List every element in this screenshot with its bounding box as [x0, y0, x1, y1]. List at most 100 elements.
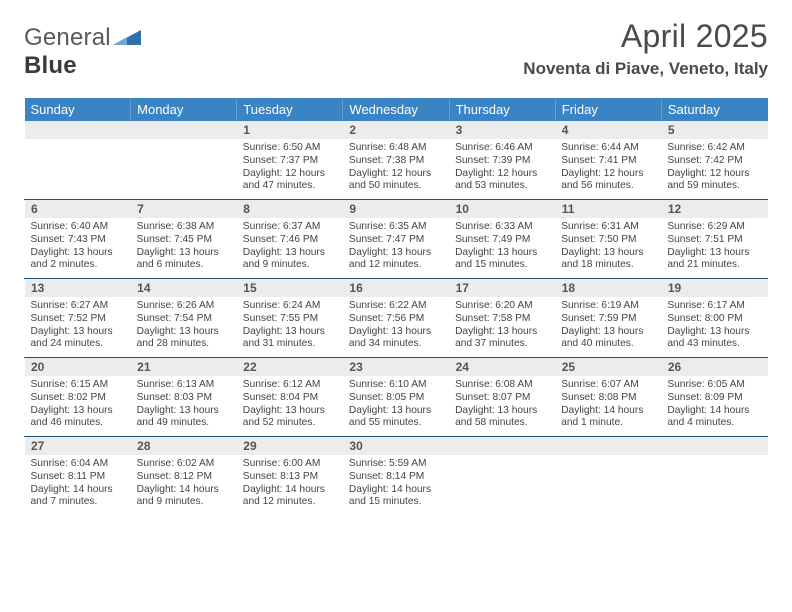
- cell-day2: and 49 minutes.: [137, 417, 231, 430]
- cell-day1: Daylight: 13 hours: [349, 326, 443, 339]
- cell-sunrise: Sunrise: 6:13 AM: [137, 379, 231, 392]
- cell-sunrise: Sunrise: 6:29 AM: [667, 221, 761, 234]
- cell-sunset: Sunset: 8:14 PM: [349, 471, 443, 484]
- cell-sunrise: Sunrise: 6:26 AM: [137, 300, 231, 313]
- cell-day1: Daylight: 14 hours: [137, 484, 231, 497]
- calendar-page: General Blue April 2025 Noventa di Piave…: [0, 0, 792, 612]
- day-number-cell: [25, 121, 131, 139]
- day-detail-row: Sunrise: 6:04 AMSunset: 8:11 PM Daylight:…: [25, 455, 768, 515]
- cell-day2: and 12 minutes.: [243, 496, 337, 509]
- cell-day2: and 31 minutes.: [243, 338, 337, 351]
- cell-sunset: Sunset: 7:51 PM: [667, 234, 761, 247]
- title-block: April 2025 Noventa di Piave, Veneto, Ita…: [523, 18, 768, 79]
- cell-sunset: Sunset: 7:54 PM: [137, 313, 231, 326]
- day-detail-cell: Sunrise: 6:26 AMSunset: 7:54 PMDaylight:…: [131, 297, 237, 358]
- cell-sunrise: Sunrise: 6:07 AM: [561, 379, 655, 392]
- cell-day2: and 58 minutes.: [455, 417, 549, 430]
- cell-sunrise: Sunrise: 6:19 AM: [561, 300, 655, 313]
- day-detail-cell: Sunrise: 6:00 AMSunset: 8:13 PMDaylight:…: [237, 455, 343, 515]
- cell-day1: Daylight: 13 hours: [137, 247, 231, 260]
- day-detail-cell: Sunrise: 6:50 AMSunset: 7:37 PMDaylight:…: [237, 139, 343, 200]
- day-detail-cell: Sunrise: 6:19 AMSunset: 7:59 PMDaylight:…: [555, 297, 661, 358]
- cell-sunset: Sunset: 7:39 PM: [455, 155, 549, 168]
- day-number-cell: 5: [661, 121, 767, 139]
- cell-sunset: Sunset: 8:08 PM: [561, 392, 655, 405]
- cell-day1: Daylight: 13 hours: [243, 326, 337, 339]
- weekday-thu: Thursday: [449, 98, 555, 121]
- day-number-cell: 30: [343, 437, 449, 456]
- calendar-head: Sunday Monday Tuesday Wednesday Thursday…: [25, 98, 768, 121]
- cell-sunset: Sunset: 7:43 PM: [31, 234, 125, 247]
- day-detail-cell: Sunrise: 6:17 AMSunset: 8:00 PMDaylight:…: [661, 297, 767, 358]
- weekday-wed: Wednesday: [343, 98, 449, 121]
- day-number-row: 6789101112: [25, 200, 768, 219]
- day-number-cell: 17: [449, 279, 555, 298]
- logo-triangle-icon: [113, 27, 141, 45]
- cell-sunrise: Sunrise: 6:08 AM: [455, 379, 549, 392]
- day-detail-cell: Sunrise: 6:13 AMSunset: 8:03 PMDaylight:…: [131, 376, 237, 437]
- cell-sunrise: Sunrise: 6:02 AM: [137, 458, 231, 471]
- page-subtitle: Noventa di Piave, Veneto, Italy: [523, 59, 768, 79]
- cell-sunset: Sunset: 7:37 PM: [243, 155, 337, 168]
- day-detail-cell: Sunrise: 6:10 AMSunset: 8:05 PMDaylight:…: [343, 376, 449, 437]
- cell-day1: Daylight: 13 hours: [667, 247, 761, 260]
- cell-day2: and 15 minutes.: [455, 259, 549, 272]
- cell-day2: and 21 minutes.: [667, 259, 761, 272]
- cell-sunset: Sunset: 7:41 PM: [561, 155, 655, 168]
- cell-day2: and 18 minutes.: [561, 259, 655, 272]
- cell-sunset: Sunset: 8:11 PM: [31, 471, 125, 484]
- cell-sunset: Sunset: 7:46 PM: [243, 234, 337, 247]
- day-detail-cell: [661, 455, 767, 515]
- day-number-row: 12345: [25, 121, 768, 139]
- cell-sunset: Sunset: 7:42 PM: [667, 155, 761, 168]
- day-number-cell: 27: [25, 437, 131, 456]
- cell-day2: and 52 minutes.: [243, 417, 337, 430]
- day-detail-cell: Sunrise: 6:22 AMSunset: 7:56 PMDaylight:…: [343, 297, 449, 358]
- day-detail-cell: Sunrise: 6:40 AMSunset: 7:43 PMDaylight:…: [25, 218, 131, 279]
- day-number-cell: 16: [343, 279, 449, 298]
- day-number-cell: 11: [555, 200, 661, 219]
- day-detail-row: Sunrise: 6:15 AMSunset: 8:02 PMDaylight:…: [25, 376, 768, 437]
- cell-day2: and 53 minutes.: [455, 180, 549, 193]
- day-number-cell: 28: [131, 437, 237, 456]
- cell-sunset: Sunset: 8:04 PM: [243, 392, 337, 405]
- day-number-cell: [555, 437, 661, 456]
- cell-sunset: Sunset: 8:09 PM: [667, 392, 761, 405]
- day-detail-cell: Sunrise: 6:42 AMSunset: 7:42 PMDaylight:…: [661, 139, 767, 200]
- day-detail-row: Sunrise: 6:40 AMSunset: 7:43 PMDaylight:…: [25, 218, 768, 279]
- day-detail-cell: Sunrise: 6:20 AMSunset: 7:58 PMDaylight:…: [449, 297, 555, 358]
- day-detail-cell: Sunrise: 6:08 AMSunset: 8:07 PMDaylight:…: [449, 376, 555, 437]
- cell-sunrise: Sunrise: 6:40 AM: [31, 221, 125, 234]
- cell-day1: Daylight: 13 hours: [455, 326, 549, 339]
- cell-day2: and 46 minutes.: [31, 417, 125, 430]
- cell-day2: and 9 minutes.: [137, 496, 231, 509]
- cell-day2: and 28 minutes.: [137, 338, 231, 351]
- cell-day1: Daylight: 13 hours: [455, 247, 549, 260]
- cell-sunrise: Sunrise: 6:05 AM: [667, 379, 761, 392]
- cell-day1: Daylight: 13 hours: [349, 405, 443, 418]
- cell-sunrise: Sunrise: 6:00 AM: [243, 458, 337, 471]
- day-number-cell: 29: [237, 437, 343, 456]
- day-detail-cell: [555, 455, 661, 515]
- cell-sunset: Sunset: 7:49 PM: [455, 234, 549, 247]
- cell-sunset: Sunset: 7:50 PM: [561, 234, 655, 247]
- day-detail-cell: Sunrise: 5:59 AMSunset: 8:14 PMDaylight:…: [343, 455, 449, 515]
- cell-sunset: Sunset: 8:07 PM: [455, 392, 549, 405]
- day-detail-cell: [449, 455, 555, 515]
- day-detail-cell: Sunrise: 6:15 AMSunset: 8:02 PMDaylight:…: [25, 376, 131, 437]
- day-number-cell: [131, 121, 237, 139]
- day-number-cell: 1: [237, 121, 343, 139]
- cell-sunrise: Sunrise: 6:10 AM: [349, 379, 443, 392]
- day-number-row: 13141516171819: [25, 279, 768, 298]
- cell-day1: Daylight: 13 hours: [31, 247, 125, 260]
- cell-day1: Daylight: 13 hours: [137, 405, 231, 418]
- page-title: April 2025: [523, 18, 768, 55]
- day-detail-cell: Sunrise: 6:05 AMSunset: 8:09 PMDaylight:…: [661, 376, 767, 437]
- cell-sunrise: Sunrise: 6:33 AM: [455, 221, 549, 234]
- day-number-cell: 2: [343, 121, 449, 139]
- day-number-cell: 4: [555, 121, 661, 139]
- cell-sunrise: Sunrise: 6:44 AM: [561, 142, 655, 155]
- cell-sunrise: Sunrise: 6:04 AM: [31, 458, 125, 471]
- logo-word2: Blue: [24, 52, 77, 79]
- cell-sunset: Sunset: 7:59 PM: [561, 313, 655, 326]
